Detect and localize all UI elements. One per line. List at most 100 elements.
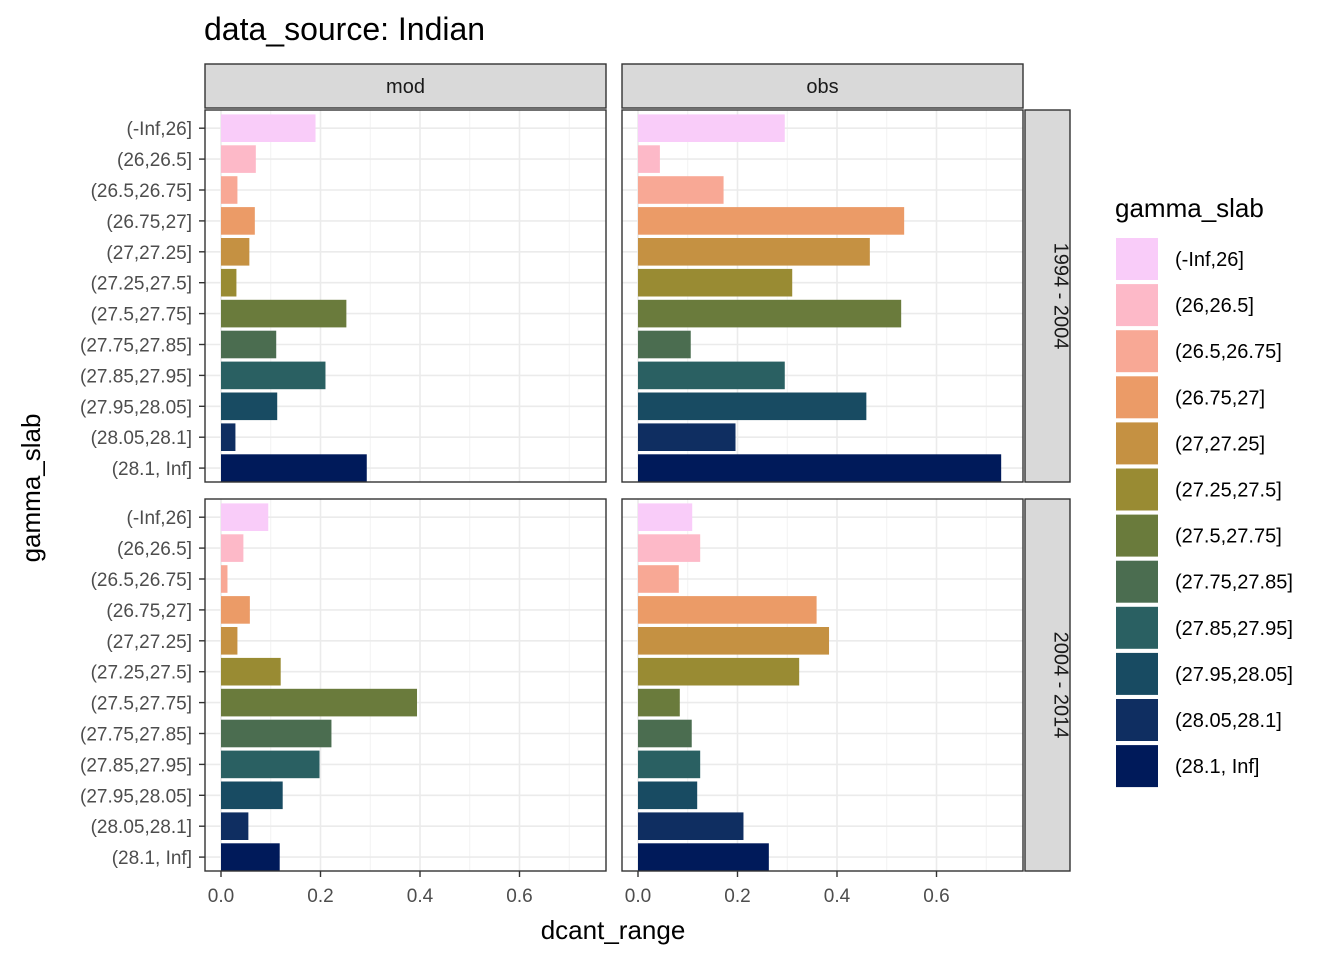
x-axis-title: dcant_range xyxy=(541,915,686,945)
bar-27-85-27-95 xyxy=(221,750,320,779)
y-tick-label: (27.25,27.5] xyxy=(91,663,192,684)
x-tick-label: 0.6 xyxy=(506,886,532,907)
y-tick-label: (27.25,27.5] xyxy=(91,274,192,295)
bar-28-1-inf xyxy=(221,843,280,871)
bar-inf-26 xyxy=(638,114,785,142)
y-tick-label: (-Inf,26] xyxy=(127,508,192,529)
legend-label-28-1-inf: (28.1, Inf] xyxy=(1175,756,1260,778)
legend-key-27-27-25 xyxy=(1116,422,1158,465)
y-tick-label: (26.75,27] xyxy=(106,601,192,622)
panel-mod-2004-2014 xyxy=(204,498,607,872)
legend-label-27-95-28-05: (27.95,28.05] xyxy=(1175,664,1293,686)
panel-border xyxy=(621,109,1024,483)
bar-27-27-25 xyxy=(638,627,830,655)
panel-border xyxy=(204,109,607,483)
panel-mod-1994-2004 xyxy=(204,109,607,483)
legend-label-28-05-28-1: (28.05,28.1] xyxy=(1175,710,1282,732)
panel-obs-1994-2004 xyxy=(621,109,1024,483)
x-tick-label: 0.0 xyxy=(625,886,651,907)
strip-label-2004-2014: 2004 - 2014 xyxy=(1050,632,1072,739)
strip-box-mod xyxy=(204,63,607,109)
legend-key-26-75-27 xyxy=(1116,376,1158,419)
legend-label-26-75-27: (26.75,27] xyxy=(1175,387,1265,409)
bar-27-5-27-75 xyxy=(638,688,680,717)
legend-key-27-25-27-5 xyxy=(1116,468,1158,511)
legend: gamma_slab (-Inf,26] (26,26.5] (26.5,26.75… xyxy=(1115,193,1293,788)
strip-label-1994-2004: 1994 - 2004 xyxy=(1050,243,1072,350)
bar-27-75-27-85 xyxy=(221,330,277,359)
facet-strips: mod obs 1994 - 2004 2004 - 2014 xyxy=(204,63,1072,872)
y-tick-label: (27,27.25] xyxy=(106,632,192,653)
bar-27-85-27-95 xyxy=(638,361,785,390)
bar-27-27-25 xyxy=(638,238,870,266)
bar-27-75-27-85 xyxy=(221,719,332,748)
bar-27-25-27-5 xyxy=(638,268,793,297)
legend-key-inf-26 xyxy=(1116,238,1158,280)
bar-27-85-27-95 xyxy=(638,750,701,779)
bar-26-75-27 xyxy=(638,596,817,624)
strip-label-mod: mod xyxy=(386,76,425,98)
bar-27-95-28-05 xyxy=(638,781,698,810)
legend-key-27-75-27-85 xyxy=(1116,560,1158,603)
y-tick-label: (26.75,27] xyxy=(106,212,192,233)
legend-label-27-75-27-85: (27.75,27.85] xyxy=(1175,572,1293,594)
legend-label-26-5-26-75: (26.5,26.75] xyxy=(1175,341,1282,363)
y-tick-label: (26.5,26.75] xyxy=(91,570,192,591)
legend-key-27-95-28-05 xyxy=(1116,652,1158,695)
y-tick-label: (27.95,28.05] xyxy=(80,786,192,807)
bar-27-95-28-05 xyxy=(221,392,278,421)
bar-27-75-27-85 xyxy=(638,719,692,748)
strip-label-obs: obs xyxy=(806,76,838,98)
legend-key-26-5-26-75 xyxy=(1116,330,1158,373)
y-tick-label: (26.5,26.75] xyxy=(91,181,192,202)
bar-28-1-inf xyxy=(638,454,1002,482)
y-tick-label: (27.5,27.75] xyxy=(91,305,192,326)
y-tick-label: (-Inf,26] xyxy=(127,119,192,140)
legend-key-28-05-28-1 xyxy=(1116,699,1158,741)
legend-title: gamma_slab xyxy=(1115,193,1264,223)
bar-inf-26 xyxy=(221,114,316,142)
bar-26-75-27 xyxy=(221,596,250,624)
y-tick-label: (27.75,27.85] xyxy=(80,336,192,357)
bar-26-5-26-75 xyxy=(221,176,238,204)
x-tick-label: 0.2 xyxy=(307,886,333,907)
y-tick-label: (27.5,27.75] xyxy=(91,694,192,715)
x-tick-label: 0.0 xyxy=(208,886,234,907)
bar-28-05-28-1 xyxy=(221,423,236,451)
bar-27-5-27-75 xyxy=(221,299,347,328)
panel-background xyxy=(205,110,606,482)
chart-title: data_source: Indian xyxy=(204,11,485,47)
bar-26-5-26-75 xyxy=(638,176,724,204)
strip-box-2004-2014 xyxy=(1024,498,1071,872)
panel-border xyxy=(204,498,607,872)
bar-27-25-27-5 xyxy=(638,657,800,686)
y-tick-label: (28.05,28.1] xyxy=(91,428,192,449)
bar-28-1-inf xyxy=(221,454,367,482)
y-tick-label: (28.1, Inf] xyxy=(112,459,192,480)
x-tick-label: 0.4 xyxy=(407,886,434,907)
legend-label-inf-26: (-Inf,26] xyxy=(1175,249,1244,271)
bar-27-5-27-75 xyxy=(221,688,418,717)
y-tick-label: (27.75,27.85] xyxy=(80,725,192,746)
y-tick-label: (27,27.25] xyxy=(106,243,192,264)
legend-label-27-85-27-95: (27.85,27.95] xyxy=(1175,618,1293,640)
y-axis-title: gamma_slab xyxy=(16,414,46,563)
y-axis: (-Inf,26] (26,26.5] (26.5,26.75] (26.75,27]… xyxy=(80,119,205,869)
bar-26-5-26-75 xyxy=(638,565,679,593)
strip-box-obs xyxy=(621,63,1024,109)
bar-26-26-5 xyxy=(638,145,660,173)
y-tick-label: (26,26.5] xyxy=(117,539,192,560)
bar-27-75-27-85 xyxy=(638,330,691,359)
legend-label-27-25-27-5: (27.25,27.5] xyxy=(1175,480,1282,502)
bar-26-26-5 xyxy=(221,534,244,562)
y-tick-label: (26,26.5] xyxy=(117,150,192,171)
y-tick-label: (27.95,28.05] xyxy=(80,397,192,418)
bar-28-05-28-1 xyxy=(638,423,736,451)
bar-26-5-26-75 xyxy=(221,565,228,593)
y-tick-label: (27.85,27.95] xyxy=(80,366,192,387)
bar-27-95-28-05 xyxy=(221,781,283,810)
bar-inf-26 xyxy=(638,503,693,531)
x-tick-label: 0.4 xyxy=(824,886,851,907)
